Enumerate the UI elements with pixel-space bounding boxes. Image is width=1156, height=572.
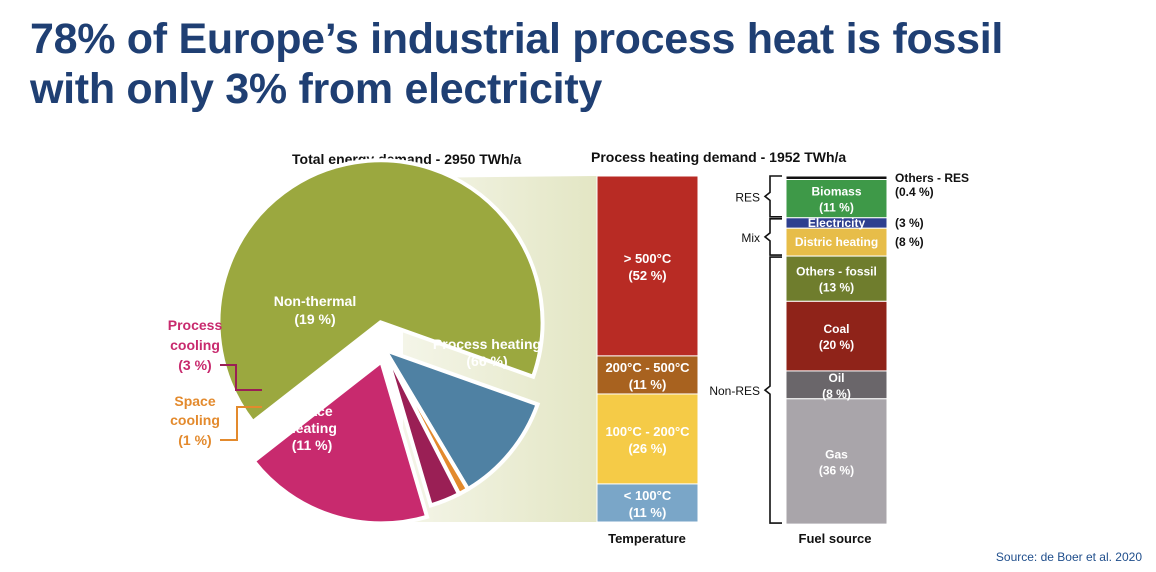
pie-label-space-heating-line-1: Space [291, 403, 332, 419]
fuel-value-distric-heating: (8 %) [895, 235, 924, 249]
pie-label-process-cooling-line-1: Process [168, 317, 223, 333]
fuel-bar-gas [785, 398, 888, 525]
fuel-value-coal: (20 %) [819, 338, 854, 352]
fuel-bar-distric-heating [785, 227, 888, 257]
title-line-2: with only 3% from electricity [30, 65, 602, 113]
fuel-label-distric-heating: Distric heating [795, 235, 878, 249]
temperature-stack: > 500°C (52 %) 200°C - 500°C (11 %) 100°C - … [596, 175, 699, 523]
pie-value-process-heating: (66 %) [466, 353, 507, 369]
fuel-bar-coal [785, 300, 888, 372]
fuel-label-others-res: Others - RES [895, 171, 969, 185]
pie-slice-space-heating [380, 346, 541, 492]
group-bracket-non-res [763, 256, 782, 524]
fuel-value-electricity: (3 %) [895, 216, 924, 230]
pie-chart: Process heating(66 %)Non-thermal(19 %)Sp… [168, 158, 545, 526]
pie-label-process-heating: Process heating [433, 336, 541, 352]
temperature-value-500-c: (52 %) [628, 268, 666, 283]
page-title: 78% of Europe’s industrial process heat … [30, 14, 1003, 114]
temperature-value-100-c-200-c: (26 %) [628, 441, 666, 456]
fuel-label-others-fossil: Others - fossil [796, 265, 877, 279]
pie-value-space-cooling: (1 %) [178, 432, 211, 448]
stack-chart-title: Process heating demand - 1952 TWh/a [591, 149, 846, 165]
temperature-label-500-c: > 500°C [624, 251, 672, 266]
temperature-value-100-c: (11 %) [629, 505, 667, 520]
temperature-label-100-c: < 100°C [624, 488, 672, 503]
fuel-value-biomass: (11 %) [819, 201, 854, 215]
pie-slice-process-cooling [383, 349, 462, 508]
group-label-res: RES [735, 190, 760, 204]
group-bracket-res [763, 175, 782, 218]
pie-label-space-cooling-line-2: cooling [170, 412, 220, 428]
fuel-value-oil: (8 %) [822, 387, 851, 401]
fuel-label-oil: Oil [828, 371, 844, 385]
group-bracket-mix [763, 217, 782, 256]
temperature-label-100-c-200-c: 100°C - 200°C [605, 424, 690, 439]
pie-slice-process-heating [216, 158, 545, 425]
pie-value-non-thermal: (19 %) [294, 311, 335, 327]
fuel-label-coal: Coal [823, 322, 849, 336]
fuel-value-others-res: (0.4 %) [895, 185, 934, 199]
leader-process-cooling [220, 364, 262, 391]
pie-label-non-thermal: Non-thermal [274, 293, 356, 309]
pie-value-space-heating: (11 %) [292, 437, 332, 453]
pie-label-space-heating-line-2: heating [287, 420, 337, 436]
fuel-label-biomass: Biomass [811, 185, 861, 199]
fuel-bar-oil [785, 370, 888, 400]
fuel-label-electricity: Electricity [808, 216, 866, 230]
pie-slice-non-thermal [250, 358, 430, 526]
fuel-value-others-fossil: (13 %) [819, 281, 854, 295]
group-label-mix: Mix [741, 231, 760, 245]
group-label-non-res: Non-RES [709, 384, 760, 398]
fuel-bar-biomass [785, 179, 888, 219]
fuel-source-stack: Others - RES(0.4 %) Biomass (11 %)Electric… [709, 171, 969, 525]
temperature-value-200-c-500-c: (11 %) [629, 377, 667, 392]
fuel-value-gas: (36 %) [819, 463, 854, 477]
fuel-bar-others-fossil [785, 255, 888, 302]
source-citation: Source: de Boer et al. 2020 [995, 550, 1142, 564]
fuel-label-gas: Gas [825, 447, 848, 461]
temperature-axis-label: Temperature [608, 531, 686, 546]
temperature-label-200-c-500-c: 200°C - 500°C [605, 360, 690, 375]
temperature-bar-100-c [596, 483, 699, 523]
temperature-bar-100-c-200-c [596, 393, 699, 485]
title-line-1: 78% of Europe’s industrial process heat … [30, 15, 1003, 63]
pie-value-process-cooling: (3 %) [178, 357, 211, 373]
fuel-axis-label: Fuel source [799, 531, 872, 546]
pie-label-space-cooling-line-1: Space [174, 393, 215, 409]
fuel-bar-others-res [785, 175, 888, 180]
leader-space-cooling [220, 406, 262, 441]
pie-label-process-cooling-line-2: cooling [170, 337, 220, 353]
